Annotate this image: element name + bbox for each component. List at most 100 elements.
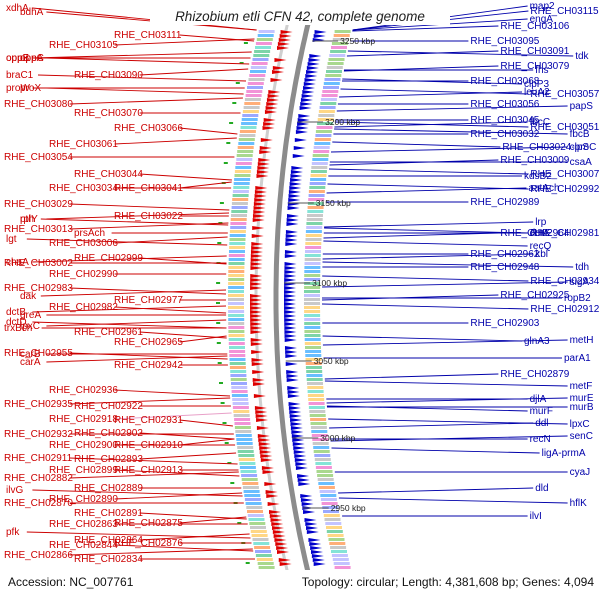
reverse-gene-arrow: [262, 126, 275, 130]
reverse-gene-label: RHE_CH02876: [114, 538, 183, 549]
reverse-gene-arrow: [274, 538, 287, 542]
feature-band: [304, 298, 320, 301]
forward-gene-arrow: [303, 510, 316, 514]
forward-leader-line: [329, 422, 534, 429]
reverse-gene-arrow: [250, 266, 263, 270]
forward-gene-arrow: [284, 326, 297, 330]
feature-band: [250, 526, 266, 529]
reverse-leader-line: [46, 57, 250, 65]
forward-gene-arrow: [288, 198, 301, 202]
feature-band: [323, 510, 339, 513]
forward-leader-line: [324, 373, 499, 380]
forward-gene-arrow: [296, 126, 309, 130]
feature-band: [304, 334, 321, 337]
feature-band: [228, 342, 245, 345]
feature-band: [230, 222, 247, 225]
feature-band: [321, 94, 338, 97]
gc-marker: [237, 522, 242, 524]
forward-gene-arrow: [285, 354, 298, 358]
reverse-leader-line: [139, 533, 250, 541]
forward-gene-label: kdsB2: [524, 171, 552, 182]
forward-gene-arrow: [301, 502, 314, 506]
feature-band: [304, 318, 321, 321]
reverse-gene-label: RHE_CH02834: [74, 554, 143, 565]
reverse-gene-arrow: [250, 318, 263, 322]
feature-band: [250, 66, 267, 69]
feature-band: [312, 442, 329, 445]
reverse-gene-label: RHE_CH03105: [49, 40, 118, 51]
forward-gene-arrow: [294, 458, 307, 462]
feature-band: [324, 78, 341, 81]
feature-band: [315, 134, 332, 137]
feature-band: [323, 514, 340, 517]
feature-band: [244, 98, 261, 101]
reverse-gene-arrow: [266, 494, 279, 498]
feature-band: [307, 206, 324, 209]
feature-band: [247, 514, 264, 517]
forward-gene-arrow: [302, 90, 315, 94]
forward-gene-arrow: [300, 494, 313, 498]
reverse-gene-arrow: [265, 490, 278, 494]
feature-band: [229, 242, 246, 245]
reverse-gene-arrow: [255, 410, 268, 414]
forward-gene-label: tdk: [575, 51, 589, 62]
forward-gene-arrow: [285, 238, 298, 242]
feature-band: [244, 494, 261, 497]
feature-band: [307, 214, 323, 217]
feature-band: [317, 478, 334, 481]
reverse-gene-label: RHE_CH02899: [49, 465, 118, 476]
reverse-gene-arrow: [254, 194, 267, 198]
reverse-gene-label: RHE_CH02889: [74, 483, 143, 494]
feature-band: [321, 502, 338, 505]
reverse-gene-label: bdhA: [20, 7, 44, 18]
feature-band: [304, 258, 321, 261]
feature-band: [229, 354, 246, 357]
feature-band: [315, 466, 332, 469]
feature-band: [239, 130, 256, 133]
reverse-gene-arrow: [252, 218, 265, 222]
forward-gene-arrow: [284, 346, 297, 350]
forward-gene-arrow: [291, 166, 304, 170]
forward-gene-label: dld: [535, 483, 548, 494]
feature-band: [256, 38, 273, 41]
forward-gene-arrow: [306, 66, 319, 70]
reverse-gene-label: RHE_CH02893: [74, 454, 143, 465]
forward-gene-arrow: [292, 442, 305, 446]
forward-gene-label: metF: [570, 381, 593, 392]
forward-gene-arrow: [310, 550, 323, 554]
feature-band: [307, 394, 324, 397]
reverse-gene-label: proX: [20, 83, 41, 94]
forward-gene-label: RHE_CH03007: [530, 169, 599, 180]
forward-gene-arrow: [290, 426, 303, 430]
feature-band: [306, 222, 323, 225]
feature-band: [228, 278, 245, 281]
feature-band: [253, 54, 270, 57]
forward-gene-label: RHE_CH02925: [500, 290, 569, 301]
feature-band: [228, 274, 245, 277]
forward-gene-arrow: [313, 34, 326, 38]
gc-marker: [222, 422, 227, 424]
forward-gene-arrow: [293, 450, 306, 454]
feature-band: [228, 302, 244, 305]
forward-leader-line: [324, 221, 534, 228]
feature-band: [234, 418, 251, 421]
gc-marker: [223, 162, 228, 164]
forward-gene-label: RHE_CH02934: [530, 276, 599, 287]
reverse-gene-arrow: [256, 170, 269, 174]
feature-band: [305, 250, 321, 253]
scale-tick-label: 2950 kbp: [331, 503, 366, 513]
gc-marker: [232, 102, 237, 104]
feature-band: [334, 30, 351, 33]
feature-band: [334, 566, 351, 569]
reverse-gene-arrow: [250, 278, 263, 282]
forward-gene-arrow: [295, 466, 308, 470]
forward-leader-line: [328, 168, 529, 175]
forward-gene-label: murE: [570, 393, 594, 404]
feature-band: [232, 194, 249, 197]
feature-band: [228, 266, 245, 269]
reverse-gene-label: pfk: [6, 527, 20, 538]
feature-band: [304, 270, 321, 273]
reverse-gene-label: RHE_CH02911: [4, 453, 73, 464]
reverse-leader-line: [69, 352, 228, 360]
feature-band: [255, 42, 272, 45]
